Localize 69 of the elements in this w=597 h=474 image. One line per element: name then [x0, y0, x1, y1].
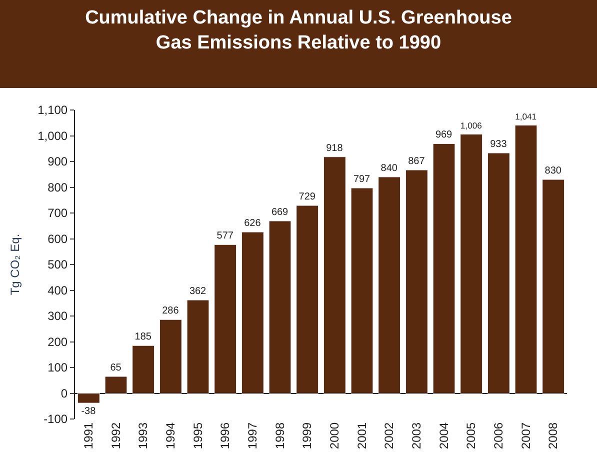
y-tick-label: -100	[44, 412, 68, 426]
data-label: 626	[244, 218, 262, 230]
x-tick-label: 2007	[518, 422, 533, 450]
x-tick-label: 1995	[190, 422, 205, 450]
bar	[323, 156, 346, 394]
bar	[268, 220, 292, 394]
data-label: 362	[189, 286, 207, 298]
y-tick-label: 1,100	[38, 103, 68, 118]
x-tick-label: 1997	[246, 422, 260, 450]
y-tick-label: 200	[48, 334, 68, 349]
x-tick-label: 2008	[546, 422, 560, 450]
y-tick-label: 100	[48, 360, 68, 375]
data-label: 185	[134, 332, 152, 343]
y-tick-label: 500	[48, 258, 68, 272]
bar	[104, 376, 128, 394]
y-tick-label: 400	[48, 283, 68, 298]
x-tick-label: 2001	[354, 422, 369, 450]
bar	[159, 319, 182, 394]
data-label: 729	[298, 192, 316, 203]
data-label: -38	[81, 406, 96, 418]
data-label: 1,041	[515, 112, 537, 122]
x-tick-label: 2000	[328, 422, 342, 450]
bar	[77, 393, 100, 404]
data-label: 830	[544, 166, 562, 177]
data-label: 286	[162, 306, 180, 317]
data-label: 840	[380, 162, 398, 174]
x-tick-label: 1996	[218, 422, 232, 450]
bar	[460, 134, 483, 394]
bar	[405, 170, 428, 394]
data-label: 969	[435, 130, 453, 141]
x-tick-label: 2006	[492, 422, 506, 450]
bar	[432, 143, 456, 394]
y-tick-label: 700	[48, 206, 68, 220]
bar	[241, 232, 264, 394]
x-tick-label: 1991	[82, 422, 96, 450]
y-tick-label: 0	[60, 386, 68, 400]
data-label: 933	[490, 139, 508, 150]
bar	[542, 179, 565, 394]
data-label: 867	[408, 156, 426, 167]
x-tick-label: 1999	[300, 422, 314, 450]
y-tick-label: 900	[48, 154, 68, 169]
y-axis-title: Tg CO₂ Eq.	[8, 234, 22, 296]
x-tick-label: 2002	[382, 422, 396, 450]
bar	[378, 176, 401, 394]
bar	[350, 188, 374, 394]
bar	[487, 152, 510, 394]
x-tick-label: 1998	[272, 422, 287, 450]
y-tick-label: 300	[48, 309, 68, 324]
bar	[186, 300, 210, 394]
bar	[296, 205, 319, 394]
x-tick-label: 1993	[136, 422, 150, 450]
x-tick-label: 2004	[436, 422, 451, 450]
data-label: 918	[326, 142, 344, 154]
x-tick-label: 1994	[164, 422, 178, 450]
data-label: 1,006	[460, 120, 482, 131]
y-tick-label: 1,000	[38, 128, 68, 143]
chart-title: Cumulative Change in Annual U.S. Greenhouse Gas Emissions Relative to 1990	[85, 8, 512, 54]
data-label: 669	[271, 206, 289, 218]
x-tick-label: 1992	[108, 422, 123, 450]
y-tick-label: 600	[48, 232, 68, 246]
x-tick-label: 2005	[464, 422, 478, 450]
bar	[514, 124, 538, 394]
y-tick-label: 800	[48, 180, 68, 194]
data-label: 65	[110, 362, 122, 374]
bar	[132, 345, 155, 394]
x-tick-label: 2003	[410, 422, 424, 450]
bar	[214, 244, 237, 394]
data-label: 577	[216, 230, 234, 242]
data-label: 797	[353, 174, 371, 186]
